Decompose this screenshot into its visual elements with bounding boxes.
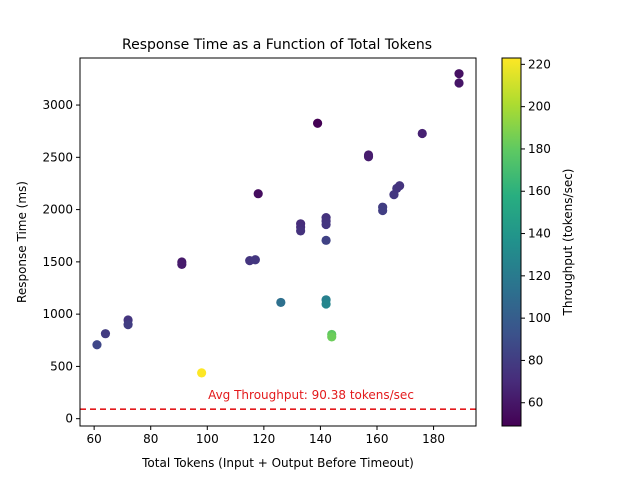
x-tick-label: 80 [143, 432, 158, 446]
data-point [321, 299, 331, 309]
colorbar-tick-label: 80 [528, 353, 543, 367]
y-tick-label: 500 [50, 359, 73, 373]
colorbar-tick-label: 100 [528, 311, 551, 325]
y-tick-label: 1000 [42, 307, 73, 321]
colorbar-tick-label: 120 [528, 269, 551, 283]
x-tick-label: 180 [422, 432, 445, 446]
x-tick-label: 160 [366, 432, 389, 446]
data-point [363, 152, 374, 162]
colorbar-tick-label: 160 [528, 184, 551, 198]
data-point [417, 128, 427, 139]
data-point [321, 219, 331, 230]
colorbar-tick-label: 200 [528, 100, 551, 114]
data-point [395, 181, 405, 191]
data-point [296, 226, 306, 236]
x-axis-label: Total Tokens (Input + Output Before Time… [141, 456, 414, 470]
colorbar-tick-label: 60 [528, 396, 543, 410]
y-tick-label: 2000 [42, 203, 73, 217]
data-point [177, 259, 187, 269]
colorbar [501, 57, 522, 427]
y-tick-label: 0 [65, 412, 73, 426]
x-tick-label: 120 [252, 432, 275, 446]
data-point [378, 205, 388, 216]
x-tick-label: 60 [87, 432, 102, 446]
data-point [100, 329, 111, 339]
colorbar-tick-label: 140 [528, 227, 551, 241]
y-axis-label: Response Time (ms) [15, 181, 29, 303]
y-tick-label: 3000 [42, 98, 73, 112]
data-point [92, 340, 102, 350]
colorbar-tick-label: 180 [528, 142, 551, 156]
data-point [321, 235, 331, 245]
plot-area: Avg Throughput: 90.38 tokens/sec [80, 69, 476, 411]
data-point [253, 189, 263, 199]
data-point [454, 69, 464, 79]
chart-title: Response Time as a Function of Total Tok… [122, 37, 432, 53]
data-point [327, 332, 337, 342]
y-tick-label: 2500 [42, 150, 73, 164]
data-point [313, 118, 323, 128]
colorbar-label: Throughput (tokens/sec) [561, 169, 575, 317]
colorbar-tick-label: 220 [528, 57, 551, 71]
plot-frame [79, 57, 477, 427]
y-tick-label: 1500 [42, 255, 73, 269]
data-point [454, 78, 464, 88]
avg-throughput-label: Avg Throughput: 90.38 tokens/sec [208, 388, 414, 402]
x-tick-label: 100 [196, 432, 219, 446]
x-tick-label: 140 [309, 432, 332, 446]
data-point [123, 319, 133, 330]
data-point [197, 368, 207, 378]
data-point [250, 255, 260, 265]
data-point [276, 297, 286, 308]
colorbar-ticks: 60 80 100 120 140 160 180 200 220 [521, 57, 551, 410]
y-axis-ticks: 0 500 1000 1500 2000 2500 3000 [42, 98, 80, 426]
x-axis-ticks: 60 80 100 120 140 160 180 [87, 426, 445, 446]
